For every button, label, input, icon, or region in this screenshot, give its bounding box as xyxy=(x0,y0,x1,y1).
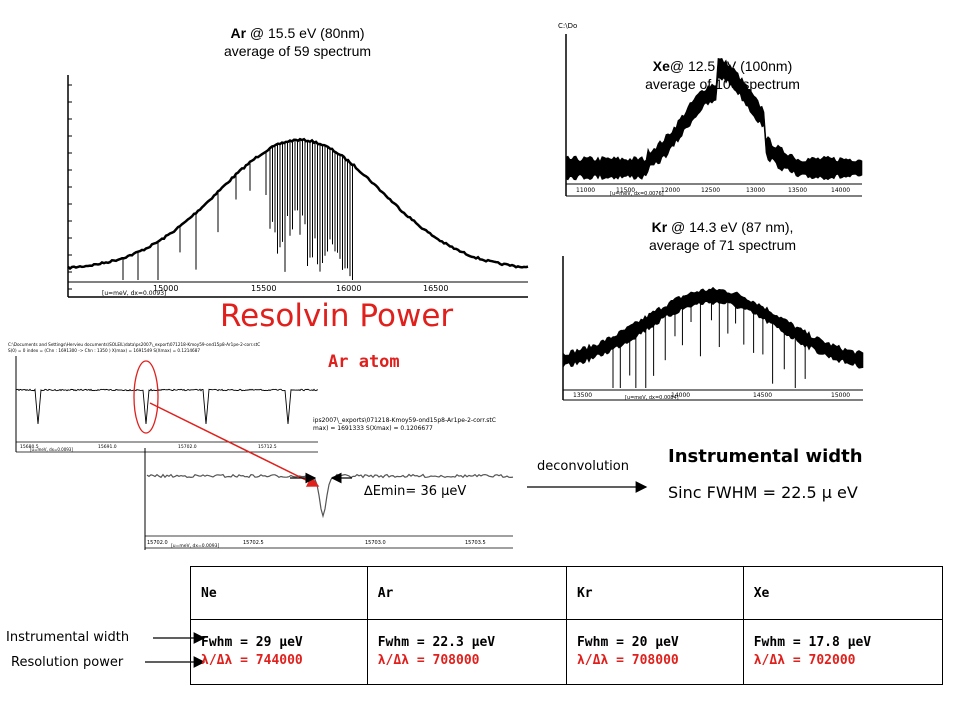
ar-spectrum-plot: 15000 15500 16000 16500 [u=meV, dx=0.009… xyxy=(67,75,529,300)
zoom1-header-info: S(0) = 0 index = (Chn : 1691300 -> Chn :… xyxy=(8,348,200,353)
ratio-symbol: λ/Δλ xyxy=(576,653,609,668)
zoom2-tick-label: 15703.0 xyxy=(365,540,386,546)
xe-footer-label: [u=meV, dx=0.0076] xyxy=(610,191,664,197)
table-cell-xe: Fwhm = 17.8 µeV λ/Δλ = 702000 xyxy=(742,619,944,685)
ar-tick-label: 15500 xyxy=(251,284,276,293)
resolution-value: λ/Δλ = 708000 xyxy=(378,652,556,670)
selected-line-marker xyxy=(133,360,159,434)
resolution-value: λ/Δλ = 702000 xyxy=(754,652,932,670)
zoom1-plot: C:\Documents and Settings\Hervieu docume… xyxy=(8,342,319,453)
zoom2-tick-label: 15702.5 xyxy=(243,540,264,546)
fwhm-value: Fwhm = 29 µeV xyxy=(201,635,303,650)
instrumental-width-title: Instrumental width xyxy=(668,446,863,467)
zoom2-plot: ips2007\_exports\071218-Kmoy59-ond15p8-A… xyxy=(144,417,514,550)
fwhm-value: Fwhm = 20 µeV xyxy=(576,635,679,650)
table-cell-kr: Fwhm = 20 µeV λ/Δλ = 708000 xyxy=(565,619,744,685)
zoom1-tick-label: 15702.0 xyxy=(178,444,197,450)
ar-footer-label: [u=meV, dx=0.0093] xyxy=(102,290,166,297)
table-header-row: Ne Ar Kr Xe xyxy=(190,566,944,620)
instrumental-width-value: Sinc FWHM = 22.5 µ eV xyxy=(668,483,858,502)
resolution-value: λ/Δλ = 744000 xyxy=(201,652,357,670)
kr-tick-label: 14500 xyxy=(753,392,772,399)
zoom2-footer-label: [u=meV, dx=0.0093] xyxy=(171,543,220,549)
zoom-red-arrow xyxy=(149,402,320,487)
zoom2-header-path: ips2007\_exports\071218-Kmoy59-ond15p8-A… xyxy=(313,417,496,424)
emin-label: ∆Emin= 36 µeV xyxy=(364,484,467,499)
xe-tick-label: 13500 xyxy=(788,187,807,194)
kr-caption-average: average of 71 spectrum xyxy=(648,237,797,253)
ratio-symbol: λ/Δλ xyxy=(201,653,233,668)
zoom2-tick-label: 15702.0 xyxy=(147,540,168,546)
xe-spectrum-plot: C:\Do 11000 11500 12000 12500 13000 1350… xyxy=(558,22,863,197)
xe-caption: Xe@ 12.5 eV (100nm) average of 100 spect… xyxy=(605,57,840,93)
xe-tick-label: 11000 xyxy=(576,187,595,194)
ratio-value: = 744000 xyxy=(232,653,303,668)
fwhm-value: Fwhm = 17.8 µeV xyxy=(753,635,872,650)
kr-tick-label: 13500 xyxy=(573,392,592,399)
deconvolution-label: deconvolution xyxy=(537,459,629,474)
xe-tick-label: 12500 xyxy=(701,187,720,194)
ar-tick-label: 16000 xyxy=(336,284,361,293)
ratio-value: = 702000 xyxy=(785,653,856,668)
instrumental-width-row-label: Instrumental width xyxy=(6,630,130,645)
kr-caption-energy: @ 14.3 eV (87 nm), xyxy=(667,219,794,235)
ar-caption-energy: @ 15.5 eV (80nm) xyxy=(246,25,365,41)
table-row: Fwhm = 29 µeV λ/Δλ = 744000 Fwhm = 22.3 … xyxy=(190,619,944,685)
zoom2-header-info: max) = 1691333 S(Xmax) = 0.1206677 xyxy=(313,425,433,432)
xe-caption-average: average of 100 spectrum xyxy=(645,76,800,92)
xe-tick-label: 12000 xyxy=(661,187,680,194)
xe-header-label: C:\Do xyxy=(558,22,577,30)
ar-caption-average: average of 59 spectrum xyxy=(223,43,372,59)
page-title: Resolvin Power xyxy=(220,298,454,334)
zoom1-tick-label: 15712.5 xyxy=(258,444,277,450)
kr-tick-label: 15000 xyxy=(831,392,850,399)
zoom1-tick-label: 15680.5 xyxy=(20,444,39,450)
xe-tick-label: 13000 xyxy=(746,187,765,194)
table-header-ne: Ne xyxy=(190,566,368,620)
resolution-power-row-label: Resolution power xyxy=(11,655,124,670)
ar-caption: Ar @ 15.5 eV (80nm) average of 59 spectr… xyxy=(180,24,415,60)
zoom1-header-path: C:\Documents and Settings\Hervieu docume… xyxy=(8,342,260,347)
resolution-value: λ/Δλ = 708000 xyxy=(577,652,733,670)
ratio-value: = 708000 xyxy=(608,653,679,668)
ratio-symbol: λ/Δλ xyxy=(753,653,786,668)
kr-spectrum-plot: 13500 14000 14500 15000 [u=meV, dx=0.008… xyxy=(562,256,864,401)
kr-caption-element: Kr xyxy=(651,219,668,235)
table-header-kr: Kr xyxy=(565,566,744,620)
xe-caption-element: Xe xyxy=(652,58,670,74)
xe-caption-energy: @ 12.5 eV (100nm) xyxy=(669,58,793,74)
table-header-xe: Xe xyxy=(742,566,944,620)
zoom2-tick-label: 15703.5 xyxy=(465,540,486,546)
ar-tick-label: 15000 xyxy=(153,284,178,293)
kr-caption: Kr @ 14.3 eV (87 nm), average of 71 spec… xyxy=(605,218,840,254)
table-cell-ne: Fwhm = 29 µeV λ/Δλ = 744000 xyxy=(190,619,368,685)
ratio-symbol: λ/Δλ xyxy=(377,653,410,668)
table-header-ar: Ar xyxy=(366,566,567,620)
kr-tick-label: 14000 xyxy=(671,392,690,399)
ar-caption-element: Ar xyxy=(230,25,247,41)
results-table: Ne Ar Kr Xe Fwhm = 29 µeV λ/Δλ = 744000 … xyxy=(190,566,944,685)
table-cell-ar: Fwhm = 22.3 µeV λ/Δλ = 708000 xyxy=(366,619,567,685)
xe-tick-label: 11500 xyxy=(616,187,635,194)
kr-footer-label: [u=meV, dx=0.0084] xyxy=(625,395,679,401)
xe-tick-label: 14000 xyxy=(831,187,850,194)
ratio-value: = 708000 xyxy=(409,653,480,668)
page-subtitle: Ar atom xyxy=(328,352,400,372)
zoom1-footer-label: [u=meV, dx=0.0093] xyxy=(30,447,73,452)
zoom1-tick-label: 15691.0 xyxy=(98,444,117,450)
ar-tick-label: 16500 xyxy=(423,284,448,293)
fwhm-value: Fwhm = 22.3 µeV xyxy=(377,635,496,650)
